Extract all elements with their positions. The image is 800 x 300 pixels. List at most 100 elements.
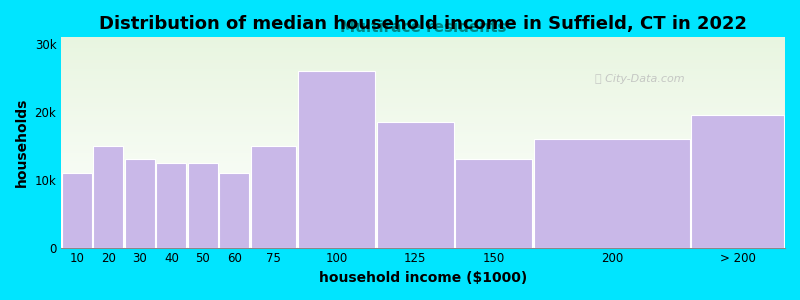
Bar: [61, 149, 785, 151]
Bar: [61, 195, 785, 197]
Bar: [61, 216, 785, 218]
Bar: [61, 231, 785, 233]
Bar: [61, 235, 785, 237]
Bar: [188, 163, 218, 248]
Bar: [61, 52, 785, 54]
Bar: [61, 184, 785, 187]
Bar: [61, 96, 785, 98]
Bar: [61, 222, 785, 224]
Bar: [61, 170, 785, 172]
Bar: [61, 172, 785, 174]
Bar: [61, 245, 785, 247]
Bar: [61, 67, 785, 69]
Bar: [61, 39, 785, 41]
Bar: [61, 94, 785, 96]
Bar: [61, 115, 785, 117]
Bar: [250, 146, 297, 247]
Bar: [61, 140, 785, 142]
Bar: [156, 163, 186, 248]
Bar: [61, 189, 785, 191]
Bar: [61, 182, 785, 184]
Bar: [61, 56, 785, 58]
Bar: [61, 61, 785, 63]
Bar: [61, 233, 785, 235]
Bar: [94, 146, 123, 247]
Text: ⓘ City-Data.com: ⓘ City-Data.com: [595, 74, 685, 84]
Bar: [61, 161, 785, 164]
Bar: [298, 71, 375, 247]
Bar: [61, 155, 785, 157]
Bar: [61, 82, 785, 84]
Bar: [691, 115, 784, 248]
Bar: [61, 220, 785, 222]
Bar: [61, 206, 785, 208]
Bar: [455, 159, 533, 248]
Bar: [61, 103, 785, 105]
Bar: [61, 109, 785, 111]
Bar: [61, 210, 785, 212]
Bar: [61, 92, 785, 94]
Bar: [61, 197, 785, 199]
Bar: [61, 239, 785, 241]
Bar: [125, 159, 154, 248]
Bar: [61, 48, 785, 50]
Bar: [61, 69, 785, 71]
Bar: [61, 124, 785, 126]
Bar: [61, 73, 785, 75]
Bar: [61, 46, 785, 48]
Bar: [61, 199, 785, 201]
Bar: [61, 80, 785, 82]
Bar: [61, 166, 785, 168]
Bar: [61, 119, 785, 122]
Bar: [61, 65, 785, 67]
Bar: [61, 226, 785, 229]
Bar: [61, 241, 785, 243]
Bar: [61, 145, 785, 147]
Bar: [61, 174, 785, 176]
Bar: [61, 128, 785, 130]
Bar: [61, 84, 785, 86]
Bar: [61, 130, 785, 132]
Y-axis label: households: households: [15, 98, 29, 187]
Bar: [61, 201, 785, 203]
Bar: [61, 243, 785, 245]
Bar: [61, 142, 785, 145]
Bar: [61, 126, 785, 128]
Bar: [61, 90, 785, 92]
Bar: [61, 187, 785, 189]
Bar: [61, 176, 785, 178]
Bar: [61, 203, 785, 206]
Bar: [61, 37, 785, 39]
Bar: [61, 168, 785, 170]
Bar: [61, 193, 785, 195]
Bar: [61, 77, 785, 80]
Bar: [61, 75, 785, 77]
Bar: [377, 122, 454, 248]
Bar: [61, 113, 785, 115]
Text: Multirace residents: Multirace residents: [340, 20, 506, 35]
Bar: [61, 159, 785, 161]
Bar: [61, 151, 785, 153]
Bar: [61, 136, 785, 138]
Bar: [534, 139, 690, 248]
Bar: [61, 237, 785, 239]
Bar: [219, 173, 250, 248]
Bar: [61, 122, 785, 124]
Bar: [61, 164, 785, 166]
Title: Distribution of median household income in Suffield, CT in 2022: Distribution of median household income …: [99, 15, 747, 33]
Bar: [61, 98, 785, 101]
Bar: [61, 132, 785, 134]
Bar: [61, 111, 785, 113]
Bar: [61, 105, 785, 107]
Bar: [61, 86, 785, 88]
Bar: [61, 63, 785, 65]
Bar: [61, 212, 785, 214]
Bar: [61, 107, 785, 109]
Bar: [61, 157, 785, 159]
Bar: [61, 191, 785, 193]
Bar: [61, 208, 785, 210]
Bar: [61, 58, 785, 61]
Bar: [61, 229, 785, 231]
Bar: [61, 44, 785, 46]
X-axis label: household income ($1000): household income ($1000): [319, 271, 527, 285]
